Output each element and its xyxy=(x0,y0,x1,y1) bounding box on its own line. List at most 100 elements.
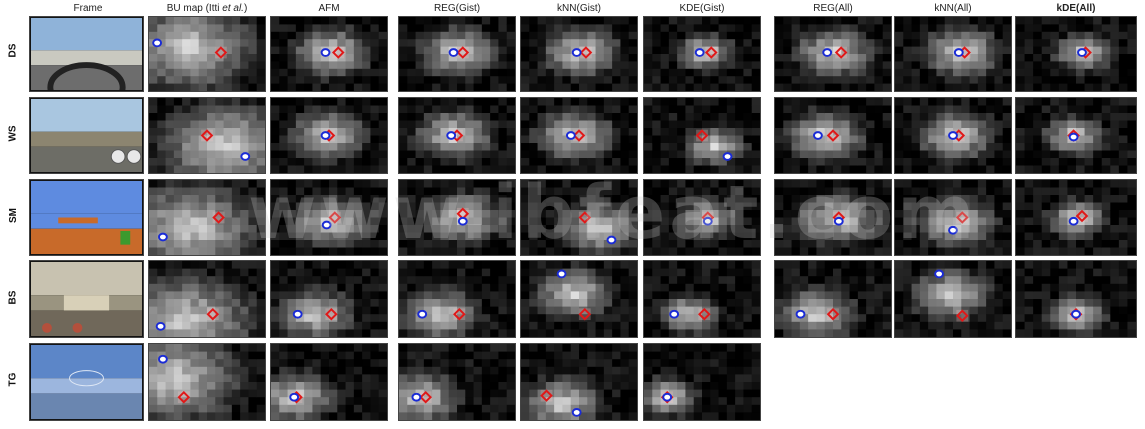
heatmap-block xyxy=(570,283,580,292)
heatmap-block xyxy=(490,299,499,308)
heatmap-block xyxy=(173,76,183,85)
heatmap-block xyxy=(457,24,466,33)
heatmap-block xyxy=(423,158,433,166)
heatmap-block xyxy=(457,321,466,330)
heatmap-block xyxy=(570,158,580,166)
heatmap-block xyxy=(337,314,347,323)
heatmap-block xyxy=(370,113,380,121)
heatmap-block xyxy=(481,261,491,270)
heatmap-block xyxy=(1050,128,1060,136)
heatmap-block xyxy=(223,261,233,270)
heatmap-block xyxy=(1041,276,1051,285)
heatmap-block xyxy=(345,291,355,300)
heatmap-block xyxy=(304,76,313,85)
heatmap-block xyxy=(799,143,809,151)
heatmap-block xyxy=(370,397,380,406)
heatmap-block xyxy=(936,306,946,315)
heatmap-block xyxy=(329,351,338,360)
heatmap-block xyxy=(457,261,466,270)
heatmap-block xyxy=(791,306,801,315)
heatmap-block xyxy=(579,225,588,233)
heatmap-block xyxy=(849,165,859,173)
heatmap-block xyxy=(928,276,937,285)
heatmap-block xyxy=(370,359,380,368)
heatmap-block xyxy=(718,268,728,277)
heatmap-block xyxy=(841,135,851,144)
heatmap-block xyxy=(149,150,158,159)
heatmap-block xyxy=(1050,202,1060,211)
heatmap-block xyxy=(215,366,225,375)
heatmap-block xyxy=(190,83,200,91)
heatmap-block xyxy=(735,261,744,270)
heatmap-block xyxy=(378,165,387,173)
heatmap-block xyxy=(718,314,728,323)
cell-ds-knn-all xyxy=(894,16,1012,92)
heatmap-block xyxy=(936,210,946,218)
heatmap-block xyxy=(1016,210,1026,218)
heatmap-block xyxy=(677,299,686,308)
heatmap-block xyxy=(628,76,637,85)
heatmap-block xyxy=(231,306,241,315)
heatmap-block xyxy=(190,158,200,166)
heatmap-block xyxy=(833,187,842,196)
heatmap-block xyxy=(735,150,744,159)
heatmap-block xyxy=(986,54,995,62)
saliency-map xyxy=(1016,261,1136,337)
heatmap-block xyxy=(490,46,499,55)
heatmap-block xyxy=(423,68,433,77)
heatmap-block xyxy=(1101,268,1111,277)
heatmap-block xyxy=(329,187,338,196)
heatmap-block xyxy=(628,24,637,33)
heatmap-block xyxy=(824,195,834,203)
heatmap-block xyxy=(775,150,784,159)
heatmap-block xyxy=(882,247,891,255)
heatmap-block xyxy=(1127,54,1136,62)
heatmap-block xyxy=(603,180,613,188)
heatmap-block xyxy=(866,158,875,166)
heatmap-block xyxy=(256,404,265,413)
heatmap-block xyxy=(287,344,297,353)
heatmap-block xyxy=(287,329,297,337)
heatmap-block xyxy=(903,291,913,300)
heatmap-block xyxy=(595,225,605,233)
heatmap-block xyxy=(378,366,387,375)
heatmap-block xyxy=(312,291,322,300)
heatmap-block xyxy=(378,232,387,241)
heatmap-block xyxy=(231,105,241,114)
heatmap-block xyxy=(1118,314,1128,323)
heatmap-block xyxy=(587,54,597,62)
heatmap-block xyxy=(668,225,678,233)
heatmap-block xyxy=(775,68,784,77)
heatmap-block xyxy=(295,382,305,391)
heatmap-block xyxy=(1084,232,1094,241)
heatmap-block xyxy=(866,143,875,151)
heatmap-block xyxy=(407,283,417,292)
heatmap-block xyxy=(882,39,891,48)
heatmap-block xyxy=(279,366,289,375)
heatmap-block xyxy=(726,195,736,203)
heatmap-block xyxy=(710,68,720,77)
heatmap-block xyxy=(1093,83,1103,91)
heatmap-block xyxy=(783,128,793,136)
heatmap-block xyxy=(620,299,630,308)
column-header-afm: AFM xyxy=(318,3,340,14)
heatmap-block xyxy=(490,113,499,121)
heatmap-block xyxy=(506,158,515,166)
heatmap-block xyxy=(287,217,297,226)
heatmap-block xyxy=(1101,187,1111,196)
heatmap-block xyxy=(841,291,851,300)
heatmap-block xyxy=(248,276,258,285)
heatmap-block xyxy=(157,247,167,255)
heatmap-block xyxy=(735,299,744,308)
heatmap-block xyxy=(521,321,530,330)
heatmap-block xyxy=(944,240,954,248)
heatmap-block xyxy=(961,113,971,121)
heatmap-block xyxy=(579,24,588,33)
heatmap-block xyxy=(1067,225,1077,233)
heatmap-block xyxy=(783,306,793,315)
heatmap-block xyxy=(353,187,363,196)
heatmap-block xyxy=(644,143,653,151)
heatmap-block xyxy=(953,68,962,77)
heatmap-block xyxy=(256,210,265,218)
heatmap-block xyxy=(677,195,686,203)
